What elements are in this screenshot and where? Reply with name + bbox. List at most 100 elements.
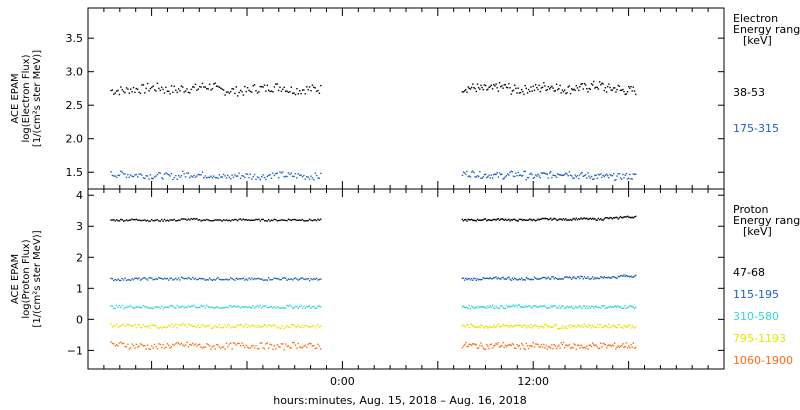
proton-point-1060-1900 [587,348,589,350]
electron-point-175-315 [225,177,228,179]
electron-point-175-315 [238,172,240,174]
proton-point-1060-1900 [241,342,243,344]
proton-point-47-68 [292,219,294,221]
proton-point-310-580 [146,306,149,309]
proton-point-47-68 [618,217,621,219]
proton-legend-entry: 1060-1900 [733,354,793,367]
proton-point-115-195 [221,278,223,281]
proton-point-795-1193 [144,326,146,328]
proton-point-47-68 [559,218,561,220]
proton-point-115-195 [618,276,621,278]
proton-point-115-195 [493,277,495,279]
electron-point-175-315 [151,177,153,180]
electron-point-175-315 [567,175,569,177]
electron-point-38-53 [292,92,294,94]
electron-point-38-53 [225,91,228,93]
proton-point-115-195 [252,278,254,281]
electron-point-38-53 [258,91,260,93]
proton-point-310-580 [475,306,477,308]
proton-point-795-1193 [211,327,214,330]
proton-point-310-580 [635,306,637,309]
proton-point-115-195 [571,278,573,280]
proton-point-795-1193 [612,325,615,327]
proton-point-310-580 [518,304,520,306]
proton-point-795-1193 [605,325,608,327]
electron-point-38-53 [131,91,133,93]
proton-point-115-195 [551,276,553,278]
proton-point-795-1193 [145,325,147,327]
proton-point-1060-1900 [501,345,503,347]
proton-point-795-1193 [187,323,190,325]
proton-point-795-1193 [607,326,609,329]
proton-point-1060-1900 [282,343,284,345]
electron-point-38-53 [580,83,582,85]
proton-point-47-68 [609,216,611,219]
electron-point-38-53 [495,83,497,85]
electron-point-38-53 [220,87,222,89]
proton-point-1060-1900 [249,347,252,349]
proton-point-115-195 [242,277,245,279]
proton-point-1060-1900 [624,345,626,348]
proton-point-795-1193 [232,326,235,328]
proton-point-795-1193 [617,323,619,326]
electron-point-38-53 [300,92,302,95]
proton-point-47-68 [270,219,273,221]
proton-point-1060-1900 [318,345,321,347]
proton-point-115-195 [320,278,322,280]
electron-point-38-53 [619,89,622,91]
proton-point-795-1193 [162,326,164,328]
electron-point-175-315 [231,174,233,176]
proton-point-47-68 [220,219,222,221]
proton-point-47-68 [259,220,261,222]
proton-point-795-1193 [507,324,509,327]
electron-point-175-315 [117,174,119,176]
proton-point-1060-1900 [172,343,174,345]
electron-point-175-315 [607,174,609,177]
proton-point-115-195 [503,278,505,280]
proton-point-795-1193 [217,326,219,328]
proton-point-47-68 [269,220,271,222]
proton-point-795-1193 [564,327,566,329]
electron-point-175-315 [317,177,319,179]
proton-point-47-68 [115,219,118,221]
electron-point-38-53 [142,84,145,86]
electron-point-175-315 [495,173,497,176]
proton-point-1060-1900 [139,343,142,345]
proton-point-1060-1900 [555,347,558,350]
electron-point-38-53 [163,92,166,94]
proton-point-1060-1900 [110,341,112,343]
proton-point-795-1193 [241,323,243,326]
electron-point-38-53 [179,90,181,92]
proton-point-310-580 [536,306,538,308]
proton-point-1060-1900 [494,344,496,346]
electron-point-175-315 [501,173,503,175]
proton-point-310-580 [567,306,569,309]
proton-point-47-68 [594,217,596,220]
proton-point-795-1193 [526,325,529,328]
proton-point-115-195 [262,279,264,281]
proton-point-310-580 [603,305,605,307]
proton-point-47-68 [184,218,187,220]
electron-point-38-53 [610,89,612,91]
proton-point-1060-1900 [151,345,153,347]
electron-point-38-53 [141,84,143,86]
proton-point-310-580 [125,306,128,309]
proton-point-115-195 [569,277,572,279]
proton-point-47-68 [596,219,598,221]
electron-y-axis-label-line: ACE EPAM [10,73,21,123]
electron-point-175-315 [152,177,154,180]
electron-point-38-53 [591,84,594,86]
proton-point-47-68 [149,220,152,222]
proton-point-795-1193 [635,326,637,328]
electron-point-38-53 [248,89,250,92]
proton-point-115-195 [524,279,526,281]
proton-point-1060-1900 [502,342,504,344]
electron-point-175-315 [169,175,171,177]
proton-point-115-195 [490,278,493,280]
proton-point-795-1193 [560,327,562,329]
proton-point-47-68 [249,219,252,222]
proton-point-795-1193 [155,325,157,327]
proton-point-115-195 [306,278,308,280]
electron-point-38-53 [253,84,256,86]
